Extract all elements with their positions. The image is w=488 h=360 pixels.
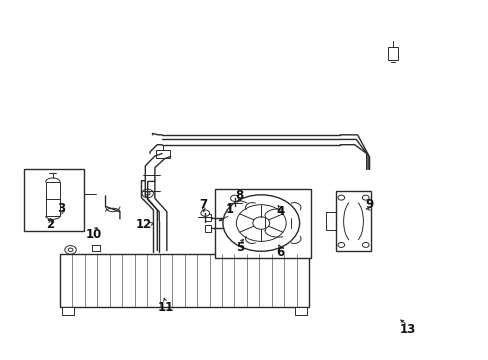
Circle shape (362, 242, 368, 247)
Text: 5: 5 (235, 240, 244, 253)
Text: 13: 13 (399, 323, 415, 337)
Bar (62, 307, 74, 315)
Circle shape (65, 246, 76, 254)
Bar (45, 182, 60, 216)
Text: 11: 11 (157, 301, 173, 314)
Text: 10: 10 (85, 228, 102, 241)
Circle shape (337, 242, 344, 247)
Circle shape (362, 195, 368, 200)
Circle shape (337, 195, 344, 200)
Text: 7: 7 (199, 198, 207, 211)
Bar (335, 191, 371, 251)
Circle shape (201, 210, 209, 216)
Text: 12: 12 (136, 217, 152, 231)
Circle shape (145, 192, 150, 195)
Bar (24, 170, 84, 231)
Bar (204, 214, 210, 221)
Circle shape (236, 205, 285, 242)
Circle shape (252, 217, 269, 229)
Bar (387, 47, 397, 60)
Text: 8: 8 (235, 189, 244, 202)
Text: 6: 6 (276, 246, 284, 259)
Bar (204, 225, 210, 232)
Text: 2: 2 (46, 217, 54, 231)
Circle shape (142, 189, 153, 198)
Text: 1: 1 (225, 203, 234, 216)
Bar (294, 307, 306, 315)
Circle shape (68, 248, 73, 252)
Bar (214, 189, 310, 258)
Text: 3: 3 (57, 202, 65, 215)
Text: 4: 4 (276, 205, 284, 218)
Text: 9: 9 (364, 198, 372, 211)
Circle shape (230, 195, 239, 202)
Circle shape (223, 195, 299, 251)
Bar (60, 254, 308, 307)
Bar (156, 150, 170, 158)
